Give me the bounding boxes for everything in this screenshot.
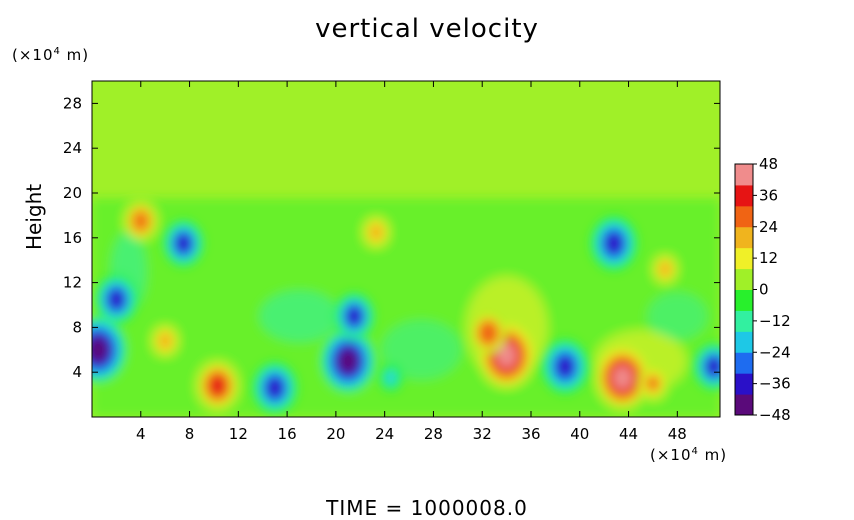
downdraft-43 [605,232,623,255]
downdraft-21b [346,306,362,326]
downdraft-2 [108,289,125,310]
field-patch [259,290,340,343]
colorbar-segment [735,226,753,249]
plot-frame [91,80,721,418]
y-tick-label: 28 [63,94,82,112]
field-patch [647,292,708,341]
y-tick-label: 16 [63,229,82,247]
updraft-47 [660,263,670,275]
x-tick-label: 44 [619,425,638,443]
colorbar-segment [735,289,753,311]
colorbar-label: 48 [759,155,778,173]
colorbar-segment [735,205,753,228]
updraft-core-34 [496,343,517,368]
y-tick-label: 12 [63,274,82,292]
colorbar-label: −36 [759,375,791,393]
downdraft-51 [706,357,720,376]
x-tick-label: 8 [185,425,195,443]
colorbar-label: 0 [759,281,769,299]
colorbar-segment [735,164,753,186]
downdraft-8 [175,234,191,253]
x-tick-label: 32 [473,425,492,443]
time-label: TIME = 1000008.0 [326,496,528,520]
x-tick-label: 20 [326,425,345,443]
x-tick-label: 40 [570,425,589,443]
downdraft-0 [92,337,109,363]
colorbar-segment [735,247,753,270]
field-patch [381,319,462,380]
colorbar-segment [735,310,753,332]
updraft-33 [481,324,495,342]
colorbar-label: −48 [759,406,791,424]
updraft-10 [209,375,226,396]
colorbar-label: −24 [759,343,791,361]
x-tick-label: 48 [668,425,687,443]
updraft-46 [647,376,659,390]
colorbar-label: 12 [759,249,778,267]
updraft-44 [613,366,632,390]
x-tick-label: 16 [278,425,297,443]
colorbar-segment [735,373,753,395]
y-tick-label: 4 [72,363,82,381]
y-tick-label: 24 [63,139,82,157]
y-tick-label: 20 [63,184,82,202]
colorbar-label: 24 [759,218,778,236]
updraft-4 [134,213,147,229]
colorbar-segment [735,352,753,374]
downdraft-24 [386,372,396,384]
updraft-23 [371,226,381,239]
x-axis-unit: (×104 m) [650,446,728,464]
chart-title: vertical velocity [315,14,539,44]
colorbar-segment [735,331,753,353]
x-tick-label: 12 [229,425,248,443]
updraft-6 [160,334,170,347]
y-axis-unit: (×104 m) [12,46,90,64]
downdraft-15 [266,377,284,399]
x-tick-label: 24 [375,425,394,443]
colorbar-segment [735,394,753,416]
y-tick-label: 8 [72,318,82,336]
colorbar-label: 36 [759,186,778,204]
downdraft-21 [338,348,358,374]
colorbar-segment [735,184,753,207]
colorbar-label: −12 [759,312,791,330]
x-tick-label: 28 [424,425,443,443]
downdraft-39 [556,355,574,378]
x-tick-label: 36 [521,425,540,443]
x-tick-label: 4 [136,425,146,443]
velocity-field [92,198,720,417]
colorbar-segment [735,268,753,290]
